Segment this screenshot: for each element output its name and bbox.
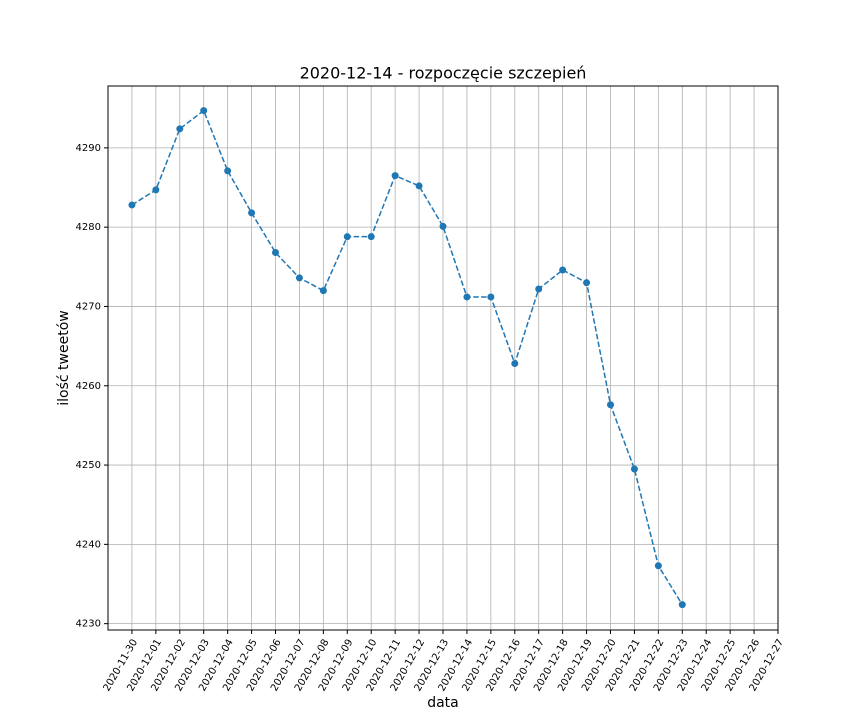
- y-tick-label: 4280: [76, 222, 101, 233]
- y-axis-label: ilość tweetów: [56, 310, 72, 405]
- point: [152, 186, 160, 194]
- point: [535, 285, 543, 293]
- point: [463, 293, 471, 301]
- point: [654, 562, 662, 570]
- point: [128, 201, 136, 209]
- point: [272, 249, 279, 257]
- point: [487, 293, 495, 301]
- plot-frame: [107, 85, 779, 631]
- point: [343, 233, 351, 241]
- point: [678, 601, 686, 609]
- y-tick-label: 4290: [76, 143, 101, 154]
- point: [559, 266, 567, 274]
- point: [176, 125, 184, 133]
- y-tick-label: 4240: [76, 539, 101, 550]
- point: [248, 209, 256, 217]
- point: [583, 279, 591, 287]
- y-tick-label: 4250: [76, 460, 101, 471]
- point: [439, 222, 447, 230]
- point: [415, 182, 423, 190]
- y-tick-label: 4230: [76, 619, 101, 630]
- point: [511, 360, 519, 368]
- point: [630, 465, 638, 473]
- y-tick-label: 4270: [76, 301, 101, 312]
- point: [391, 172, 399, 180]
- point: [367, 233, 375, 241]
- x-axis-label: data: [427, 695, 459, 711]
- point: [607, 401, 614, 409]
- y-tick-label: 4260: [76, 381, 101, 392]
- chart-title: 2020-12-14 - rozpoczęcie szczepień: [300, 64, 587, 83]
- point: [319, 287, 327, 295]
- point: [200, 107, 208, 115]
- point: [224, 167, 232, 175]
- line: [131, 109, 683, 606]
- point: [295, 274, 303, 282]
